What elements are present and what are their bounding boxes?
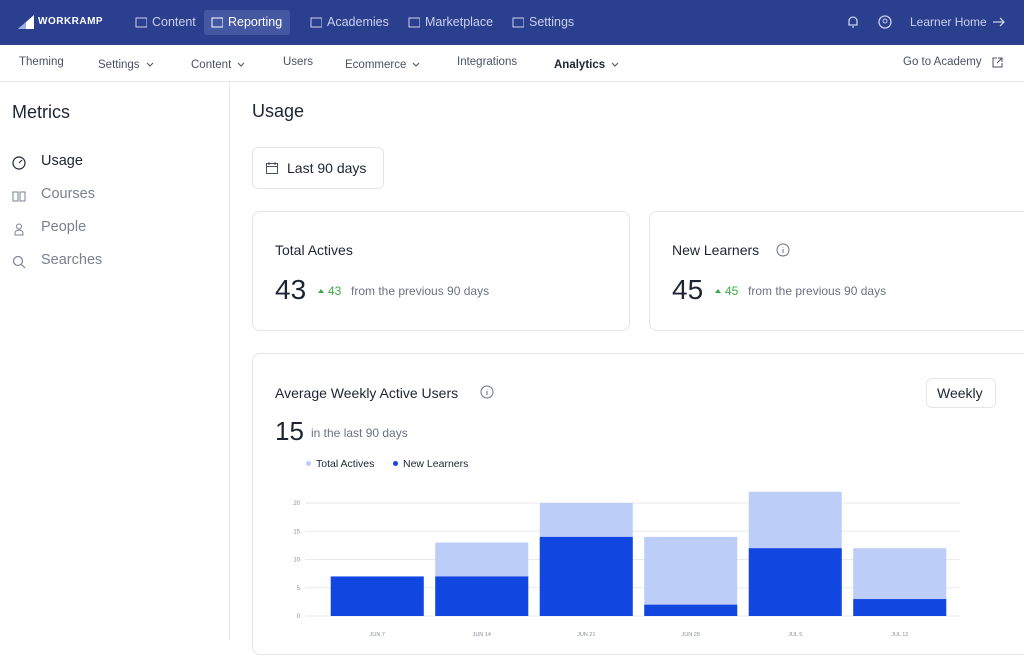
chart-title: Average Weekly Active Users bbox=[275, 385, 459, 401]
stat-change-text: from the previous 90 days bbox=[351, 284, 490, 298]
stat-value: 45 bbox=[672, 274, 704, 305]
y-tick-label: 20 bbox=[293, 501, 300, 507]
up-arrow bbox=[715, 289, 721, 293]
legend-dot bbox=[393, 461, 398, 466]
chevron bbox=[413, 62, 420, 67]
sidebar-item[interactable]: Courses bbox=[41, 186, 95, 202]
bar bbox=[748, 548, 842, 616]
nav-icon bbox=[408, 17, 420, 28]
legend-label: New Learners bbox=[403, 458, 469, 470]
nav-icon bbox=[135, 17, 147, 28]
stat-title: New Learners bbox=[672, 242, 760, 258]
chart-value-text: in the last 90 days bbox=[311, 426, 408, 440]
chevron bbox=[611, 62, 619, 67]
date-range: Last 90 days bbox=[287, 160, 367, 176]
weekly-label: Weekly bbox=[937, 385, 983, 401]
page-title: Usage bbox=[252, 101, 305, 121]
sidebar-icon bbox=[12, 255, 26, 269]
x-tick-label: JUN 21 bbox=[577, 632, 595, 638]
nav-item[interactable]: Settings bbox=[505, 10, 582, 35]
sidebar-item[interactable]: Searches bbox=[41, 252, 103, 268]
y-tick-label: 15 bbox=[293, 529, 300, 535]
top-nav: WORKRAMP Content Reporting Academies Market… bbox=[0, 0, 1024, 45]
nav-label: Settings bbox=[529, 15, 575, 29]
x-tick-label: JUN 7 bbox=[370, 632, 385, 638]
sub-nav-item[interactable]: Ecommerce bbox=[345, 56, 420, 71]
stat-card: Total Actives 43 43 from the previous 90 da… bbox=[252, 211, 630, 331]
nav-label: Reporting bbox=[228, 15, 283, 29]
weekly-button[interactable]: Weekly bbox=[926, 378, 996, 408]
chart: 0 5 10 15 20 JUN 7 JUN 14 JUN 21 JUN 28 JUL 5 JUL … bbox=[293, 491, 960, 638]
sidebar-title: Metrics bbox=[12, 102, 70, 122]
go-to-academy[interactable]: Go to Academy bbox=[903, 56, 982, 68]
sub-nav-item[interactable]: Theming bbox=[19, 56, 64, 68]
y-tick-label: 0 bbox=[297, 614, 301, 620]
arrow-icon bbox=[993, 17, 1005, 27]
sub-nav: Theming Settings Content Users Ecommerce Inte… bbox=[0, 45, 1024, 82]
legend-dot bbox=[306, 461, 311, 466]
stat-title: Total Actives bbox=[275, 242, 353, 258]
bell-icon[interactable] bbox=[846, 15, 860, 29]
calendar-icon bbox=[266, 162, 278, 174]
bar bbox=[644, 604, 738, 616]
sidebar-icon bbox=[12, 156, 26, 170]
y-tick-label: 5 bbox=[297, 586, 301, 592]
nav-item[interactable]: Content bbox=[128, 10, 204, 35]
stat-change: 43 bbox=[328, 284, 342, 298]
sidebar-item[interactable]: Usage bbox=[41, 153, 83, 169]
stat-change: 45 bbox=[725, 284, 739, 298]
nav-label: Content bbox=[152, 15, 196, 29]
brand-name: WORKRAMP bbox=[38, 16, 104, 27]
sub-nav-item[interactable]: Analytics bbox=[554, 56, 619, 71]
x-tick-label: JUN 14 bbox=[473, 632, 491, 638]
nav-icon bbox=[211, 17, 223, 28]
date-picker[interactable]: Last 90 days bbox=[252, 147, 384, 189]
bar bbox=[435, 576, 529, 616]
sub-nav-item[interactable]: Content bbox=[191, 56, 245, 71]
x-tick-label: JUN 28 bbox=[682, 632, 700, 638]
sub-nav-item[interactable]: Integrations bbox=[457, 56, 518, 68]
nav-item[interactable]: Reporting bbox=[204, 10, 291, 35]
chart-value: 15 bbox=[275, 416, 304, 446]
bar bbox=[539, 536, 633, 616]
nav-item[interactable]: Marketplace bbox=[401, 10, 501, 35]
nav-label: Marketplace bbox=[425, 15, 494, 29]
up-arrow bbox=[318, 289, 324, 293]
stat-card: New Learners 45 45 from the previous 90 day… bbox=[649, 211, 1024, 331]
external-icon bbox=[992, 57, 1003, 68]
bar bbox=[644, 536, 738, 616]
stat-change-text: from the previous 90 days bbox=[748, 284, 887, 298]
sidebar-icon bbox=[12, 191, 26, 202]
nav-item[interactable]: Academies bbox=[303, 10, 397, 35]
profile-icon[interactable] bbox=[878, 15, 892, 29]
x-tick-label: JUL 12 bbox=[891, 632, 908, 638]
sidebar: Metrics Usage Courses People Searches bbox=[0, 81, 230, 640]
nav-icon bbox=[310, 17, 322, 28]
chevron bbox=[237, 62, 245, 67]
bar bbox=[853, 599, 947, 616]
sub-nav-item[interactable]: Settings bbox=[98, 56, 153, 71]
learner-home[interactable]: Learner Home bbox=[910, 15, 987, 29]
stat-value: 43 bbox=[275, 274, 307, 305]
chevron bbox=[146, 62, 153, 67]
nav-label: Academies bbox=[327, 15, 389, 29]
brand-logo bbox=[18, 15, 34, 29]
info-icon bbox=[776, 243, 790, 257]
legend-label: Total Actives bbox=[316, 458, 375, 470]
sidebar-icon bbox=[14, 223, 24, 236]
sidebar-item[interactable]: People bbox=[41, 219, 87, 235]
y-tick-label: 10 bbox=[293, 558, 300, 564]
bar bbox=[330, 576, 424, 616]
sub-nav-item[interactable]: Users bbox=[283, 56, 314, 68]
info-icon[interactable] bbox=[480, 385, 494, 399]
nav-icon bbox=[512, 17, 524, 28]
x-tick-label: JUL 5 bbox=[788, 632, 802, 638]
